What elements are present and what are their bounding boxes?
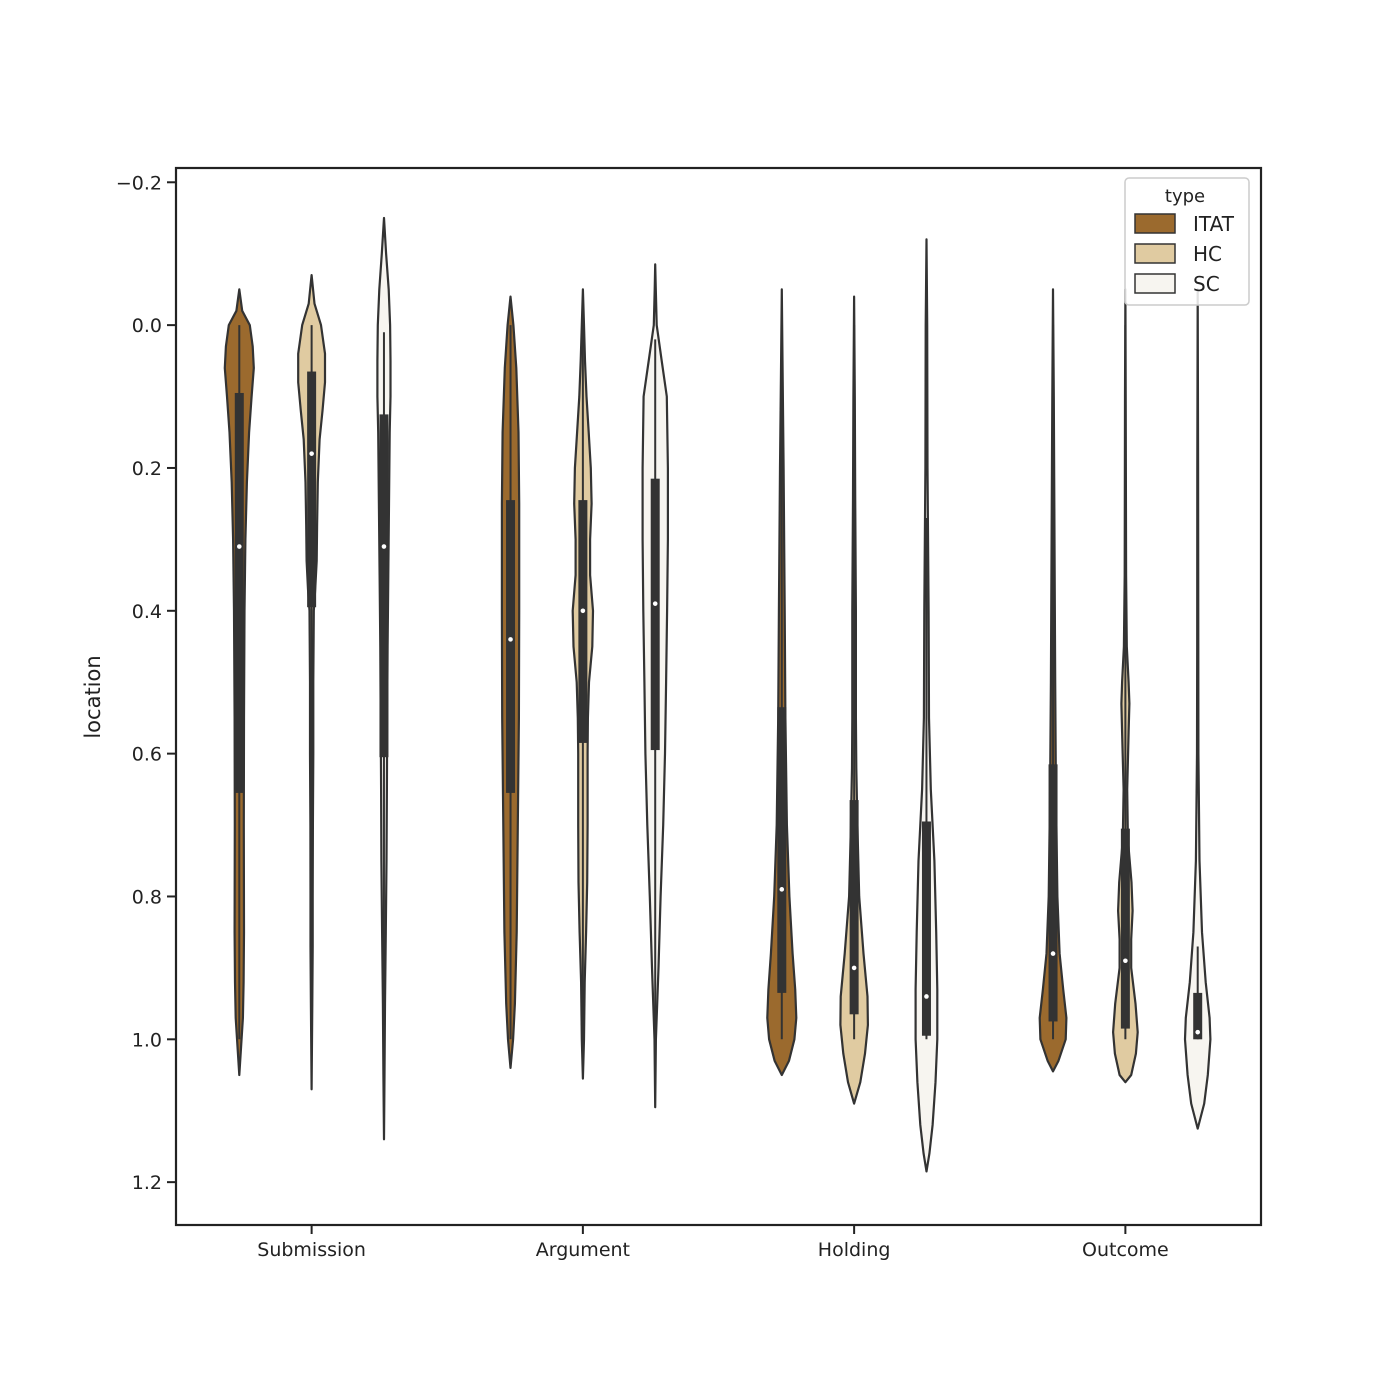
violin-sc-argument — [641, 263, 669, 1109]
violin-iqr-box — [849, 800, 859, 1015]
y-tick-label: 0.8 — [132, 886, 162, 908]
y-tick-label: 0.2 — [132, 458, 162, 480]
violin-iqr-box — [650, 478, 660, 751]
x-tick-label: Argument — [536, 1239, 630, 1261]
legend-label: ITAT — [1193, 212, 1235, 236]
violins-layer — [223, 216, 1212, 1173]
violin-itat-argument — [500, 295, 521, 1069]
plot-area — [176, 168, 1261, 1225]
y-tick-label: 1.0 — [132, 1029, 162, 1051]
x-tick-label: Submission — [257, 1239, 366, 1261]
y-tick-label: −0.2 — [116, 172, 162, 194]
violin-median — [381, 544, 387, 549]
x-axis: Submission Argument Holding Outcome — [257, 1225, 1169, 1261]
violin-median — [309, 451, 314, 456]
violin-iqr-box — [921, 821, 931, 1036]
violin-median — [1195, 1029, 1201, 1035]
legend-swatch — [1134, 243, 1176, 264]
y-tick-label: 1.2 — [132, 1172, 162, 1194]
legend-title: type — [1165, 186, 1205, 207]
violin-itat-submission — [223, 288, 255, 1077]
violin-itat-holding — [766, 288, 798, 1077]
violin-hc-argument — [571, 288, 595, 1080]
violin-iqr-box — [506, 500, 516, 793]
violin-median — [1050, 951, 1056, 956]
y-tick-label: 0.4 — [132, 601, 162, 623]
violin-itat-outcome — [1038, 288, 1068, 1073]
violin-sc-holding — [914, 238, 939, 1173]
violin-iqr-box — [578, 500, 588, 743]
legend: type ITAT HC SC — [1124, 177, 1250, 306]
violin-sc-outcome — [1183, 288, 1212, 1130]
y-axis: −0.2 0.0 0.2 0.4 0.6 0.8 1.0 1.2 — [116, 172, 176, 1194]
violin-hc-holding — [839, 295, 869, 1105]
legend-swatch — [1134, 273, 1176, 294]
violin-median — [1123, 958, 1128, 964]
violin-median — [508, 637, 513, 642]
y-tick-label: 0.6 — [132, 744, 162, 766]
legend-swatch — [1134, 213, 1176, 234]
violin-iqr-box — [1193, 992, 1203, 1040]
violin-hc-outcome — [1112, 288, 1139, 1084]
violin-iqr-box — [234, 392, 244, 793]
violin-median — [851, 965, 857, 971]
violin-body — [1183, 288, 1212, 1130]
violin-iqr-box — [1120, 828, 1130, 1029]
plot-frame — [174, 166, 1263, 1227]
x-tick-label: Outcome — [1082, 1239, 1169, 1261]
violin-median — [580, 608, 586, 614]
violin-iqr-box — [777, 707, 787, 993]
violin-median — [924, 994, 929, 999]
violin-iqr-box — [1048, 764, 1058, 1022]
violin-sc-submission — [376, 216, 392, 1141]
violin-median — [652, 601, 658, 606]
violin-median — [236, 544, 242, 549]
y-axis-label: location — [81, 655, 105, 738]
violin-iqr-box — [379, 414, 389, 758]
violin-iqr-box — [307, 371, 317, 608]
legend-label: HC — [1193, 242, 1222, 266]
y-tick-label: 0.0 — [132, 315, 162, 337]
x-tick-label: Holding — [818, 1239, 891, 1261]
violin-median — [779, 887, 785, 892]
legend-label: SC — [1193, 272, 1220, 296]
violin-hc-submission — [297, 274, 327, 1091]
